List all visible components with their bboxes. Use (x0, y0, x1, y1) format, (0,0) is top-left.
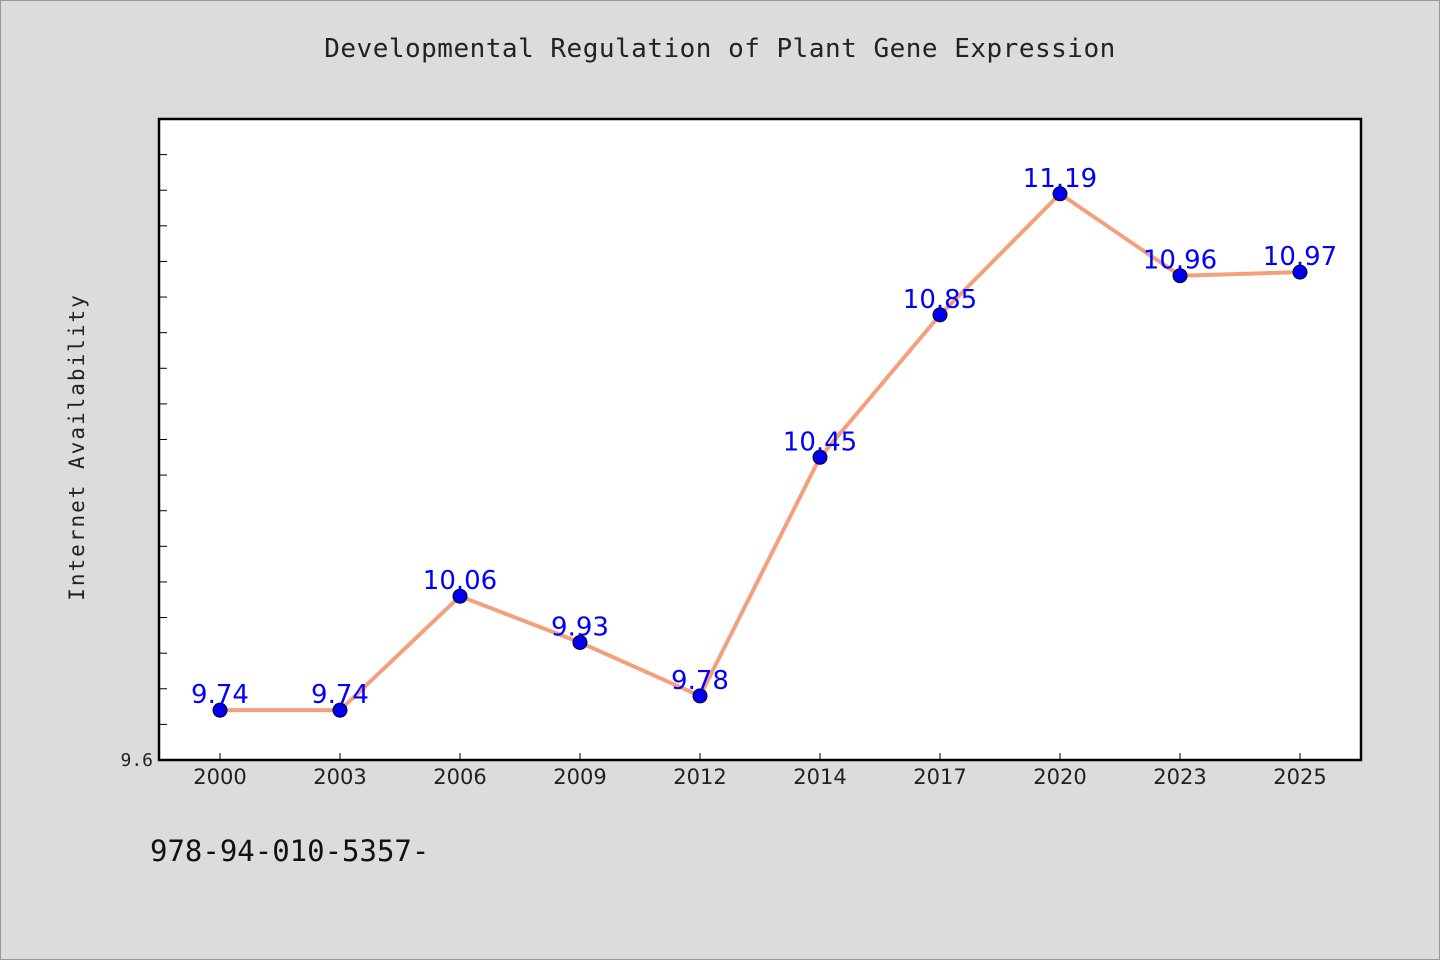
x-tick-label: 2009 (553, 765, 606, 789)
data-label: 9.74 (191, 680, 249, 710)
data-point (812, 449, 828, 465)
data-point (212, 702, 228, 718)
data-point (692, 688, 708, 704)
data-label: 10.85 (903, 285, 977, 315)
data-point (572, 634, 588, 650)
y-axis-ticks: 9.6 (120, 154, 167, 771)
data-point (1052, 186, 1068, 202)
data-point (332, 702, 348, 718)
data-label: 9.74 (311, 680, 369, 710)
data-point (1292, 264, 1308, 280)
x-tick-label: 2003 (313, 765, 366, 789)
x-tick-label: 2012 (673, 765, 726, 789)
data-markers (212, 186, 1308, 718)
data-labels: 9.74 9.74 10.06 9.93 9.78 10.45 10.85 11.19 10.9… (191, 164, 1337, 710)
chart-title: Developmental Regulation of Plant Gene E… (324, 34, 1116, 64)
data-label: 10.06 (423, 566, 497, 596)
data-label: 9.93 (551, 612, 609, 642)
x-axis-ticks: 2000 2003 2006 2009 2012 2014 2017 2020 2023 2025 (193, 753, 1327, 789)
x-tick-label: 2014 (793, 765, 846, 789)
x-tick-label: 2017 (913, 765, 966, 789)
data-label: 11.19 (1023, 164, 1097, 194)
data-point (1172, 268, 1188, 284)
y-tick-label: 9.6 (120, 750, 153, 771)
series-line (220, 191, 1301, 713)
x-tick-label: 2025 (1273, 765, 1326, 789)
data-label: 10.96 (1143, 246, 1217, 276)
plot-area (157, 117, 1363, 762)
x-tick-label: 2023 (1153, 765, 1206, 789)
data-label: 9.78 (671, 666, 729, 696)
data-label: 10.97 (1263, 242, 1337, 272)
x-tick-label: 2006 (433, 765, 486, 789)
data-point (932, 307, 948, 323)
data-point (452, 588, 468, 604)
data-label: 10.45 (783, 427, 857, 457)
x-tick-label: 2000 (193, 765, 246, 789)
footer-isbn-text: 978-94-010-5357- (150, 834, 430, 868)
x-tick-label: 2020 (1033, 765, 1086, 789)
